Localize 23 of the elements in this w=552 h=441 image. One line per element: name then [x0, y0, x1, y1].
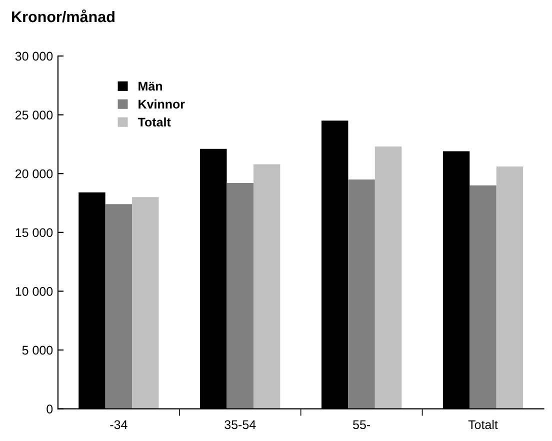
y-tick-label: 25 000 [16, 110, 53, 120]
bar [374, 146, 402, 409]
legend-label: Män [138, 82, 162, 91]
legend-label: Kvinnor [138, 99, 185, 109]
y-tick-label: 5 000 [22, 346, 53, 355]
x-tick-label: -34 [110, 420, 128, 430]
legend-label: Totalt [138, 117, 171, 127]
bar [496, 166, 524, 409]
bar [470, 185, 496, 409]
bar [253, 164, 280, 409]
y-tick-label: 30 000 [15, 52, 53, 61]
bar [348, 179, 375, 409]
bar [226, 183, 254, 409]
bar [132, 197, 159, 409]
x-tick-label: 35-54 [224, 420, 256, 430]
chart-title: Kronor/månad [12, 9, 114, 22]
y-tick-label: 10 000 [16, 287, 53, 296]
x-tick-label: Totalt [468, 420, 498, 430]
bar [105, 204, 132, 409]
x-tick-label: 55- [353, 420, 370, 430]
y-tick-label: 15 000 [16, 228, 53, 238]
y-tick-label: 0 [46, 404, 53, 414]
y-tick-label: 20 000 [16, 169, 53, 178]
